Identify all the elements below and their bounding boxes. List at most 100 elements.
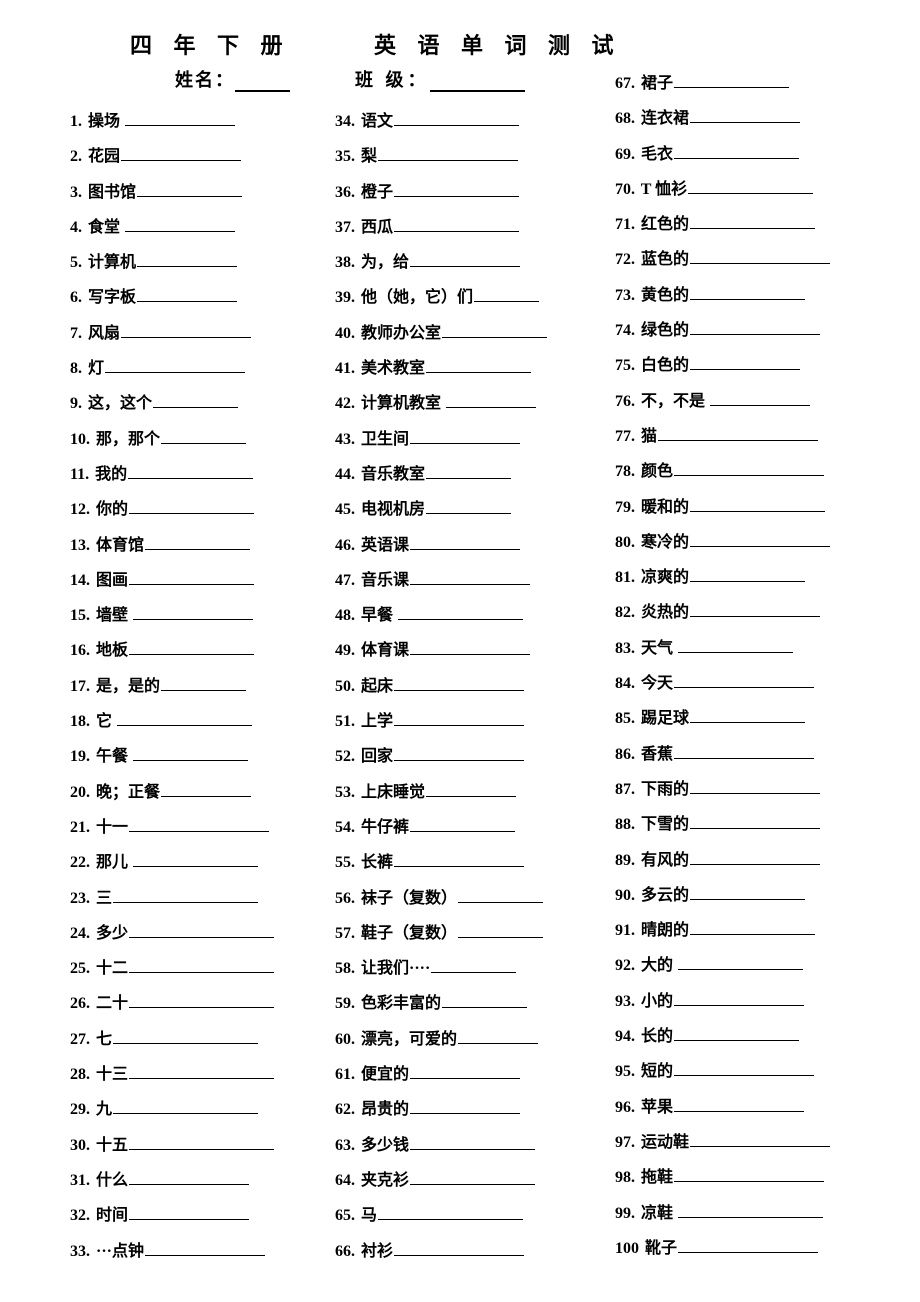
answer-blank[interactable] xyxy=(394,110,519,126)
answer-blank[interactable] xyxy=(394,216,519,232)
answer-blank[interactable] xyxy=(161,781,251,797)
answer-blank[interactable] xyxy=(690,849,820,865)
answer-blank[interactable] xyxy=(394,710,524,726)
answer-blank[interactable] xyxy=(410,569,530,585)
answer-blank[interactable] xyxy=(137,251,237,267)
answer-blank[interactable] xyxy=(674,672,814,688)
answer-blank[interactable] xyxy=(674,1025,799,1041)
answer-blank[interactable] xyxy=(121,145,241,161)
answer-blank[interactable] xyxy=(674,990,804,1006)
answer-blank[interactable] xyxy=(690,107,800,123)
answer-blank[interactable] xyxy=(690,248,830,264)
answer-blank[interactable] xyxy=(125,110,235,126)
answer-blank[interactable] xyxy=(394,675,524,691)
answer-blank[interactable] xyxy=(113,1098,258,1114)
answer-blank[interactable] xyxy=(129,1169,249,1185)
answer-blank[interactable] xyxy=(690,884,805,900)
answer-blank[interactable] xyxy=(674,1166,824,1182)
answer-blank[interactable] xyxy=(394,851,524,867)
answer-blank[interactable] xyxy=(690,919,815,935)
answer-blank[interactable] xyxy=(678,954,803,970)
answer-blank[interactable] xyxy=(690,813,820,829)
name-blank[interactable] xyxy=(235,72,290,92)
answer-blank[interactable] xyxy=(442,322,547,338)
answer-blank[interactable] xyxy=(674,1060,814,1076)
answer-blank[interactable] xyxy=(688,178,813,194)
answer-blank[interactable] xyxy=(113,1028,258,1044)
answer-blank[interactable] xyxy=(410,639,530,655)
answer-blank[interactable] xyxy=(426,357,531,373)
answer-blank[interactable] xyxy=(690,213,815,229)
answer-blank[interactable] xyxy=(442,992,527,1008)
answer-blank[interactable] xyxy=(410,251,520,267)
answer-blank[interactable] xyxy=(129,816,269,832)
answer-blank[interactable] xyxy=(690,354,800,370)
answer-blank[interactable] xyxy=(690,778,820,794)
answer-blank[interactable] xyxy=(410,428,520,444)
answer-blank[interactable] xyxy=(137,181,242,197)
answer-blank[interactable] xyxy=(690,319,820,335)
answer-blank[interactable] xyxy=(674,460,824,476)
answer-blank[interactable] xyxy=(710,390,810,406)
answer-blank[interactable] xyxy=(129,922,274,938)
answer-blank[interactable] xyxy=(129,1063,274,1079)
answer-blank[interactable] xyxy=(105,357,245,373)
answer-blank[interactable] xyxy=(410,1063,520,1079)
answer-blank[interactable] xyxy=(117,710,252,726)
answer-blank[interactable] xyxy=(113,887,258,903)
answer-blank[interactable] xyxy=(410,1134,535,1150)
answer-blank[interactable] xyxy=(394,181,519,197)
answer-blank[interactable] xyxy=(145,534,250,550)
answer-blank[interactable] xyxy=(690,566,805,582)
answer-blank[interactable] xyxy=(129,569,254,585)
answer-blank[interactable] xyxy=(458,1028,538,1044)
answer-blank[interactable] xyxy=(674,143,799,159)
answer-blank[interactable] xyxy=(121,322,251,338)
answer-blank[interactable] xyxy=(426,781,516,797)
answer-blank[interactable] xyxy=(674,72,789,88)
answer-blank[interactable] xyxy=(161,428,246,444)
answer-blank[interactable] xyxy=(125,216,235,232)
answer-blank[interactable] xyxy=(133,745,248,761)
answer-blank[interactable] xyxy=(145,1240,265,1256)
answer-blank[interactable] xyxy=(394,1240,524,1256)
answer-blank[interactable] xyxy=(446,392,536,408)
answer-blank[interactable] xyxy=(410,534,520,550)
answer-blank[interactable] xyxy=(133,851,258,867)
answer-blank[interactable] xyxy=(378,145,518,161)
answer-blank[interactable] xyxy=(129,1204,249,1220)
answer-blank[interactable] xyxy=(410,816,515,832)
answer-blank[interactable] xyxy=(690,284,805,300)
answer-blank[interactable] xyxy=(458,922,543,938)
answer-blank[interactable] xyxy=(153,392,238,408)
answer-blank[interactable] xyxy=(678,1202,823,1218)
answer-blank[interactable] xyxy=(678,637,793,653)
answer-blank[interactable] xyxy=(426,463,511,479)
answer-blank[interactable] xyxy=(378,1204,523,1220)
answer-blank[interactable] xyxy=(161,675,246,691)
answer-blank[interactable] xyxy=(128,463,253,479)
answer-blank[interactable] xyxy=(410,1169,535,1185)
answer-blank[interactable] xyxy=(129,639,254,655)
answer-blank[interactable] xyxy=(690,601,820,617)
answer-blank[interactable] xyxy=(410,1098,520,1114)
answer-blank[interactable] xyxy=(398,604,523,620)
class-blank[interactable] xyxy=(430,72,525,92)
answer-blank[interactable] xyxy=(658,425,818,441)
answer-blank[interactable] xyxy=(674,743,814,759)
answer-blank[interactable] xyxy=(458,887,543,903)
answer-blank[interactable] xyxy=(129,498,254,514)
answer-blank[interactable] xyxy=(690,531,830,547)
answer-blank[interactable] xyxy=(474,286,539,302)
answer-blank[interactable] xyxy=(394,745,524,761)
answer-blank[interactable] xyxy=(690,496,825,512)
answer-blank[interactable] xyxy=(137,286,237,302)
answer-blank[interactable] xyxy=(690,707,805,723)
answer-blank[interactable] xyxy=(129,992,274,1008)
answer-blank[interactable] xyxy=(678,1237,818,1253)
answer-blank[interactable] xyxy=(129,957,274,973)
answer-blank[interactable] xyxy=(133,604,253,620)
answer-blank[interactable] xyxy=(690,1131,830,1147)
answer-blank[interactable] xyxy=(426,498,511,514)
answer-blank[interactable] xyxy=(431,957,516,973)
